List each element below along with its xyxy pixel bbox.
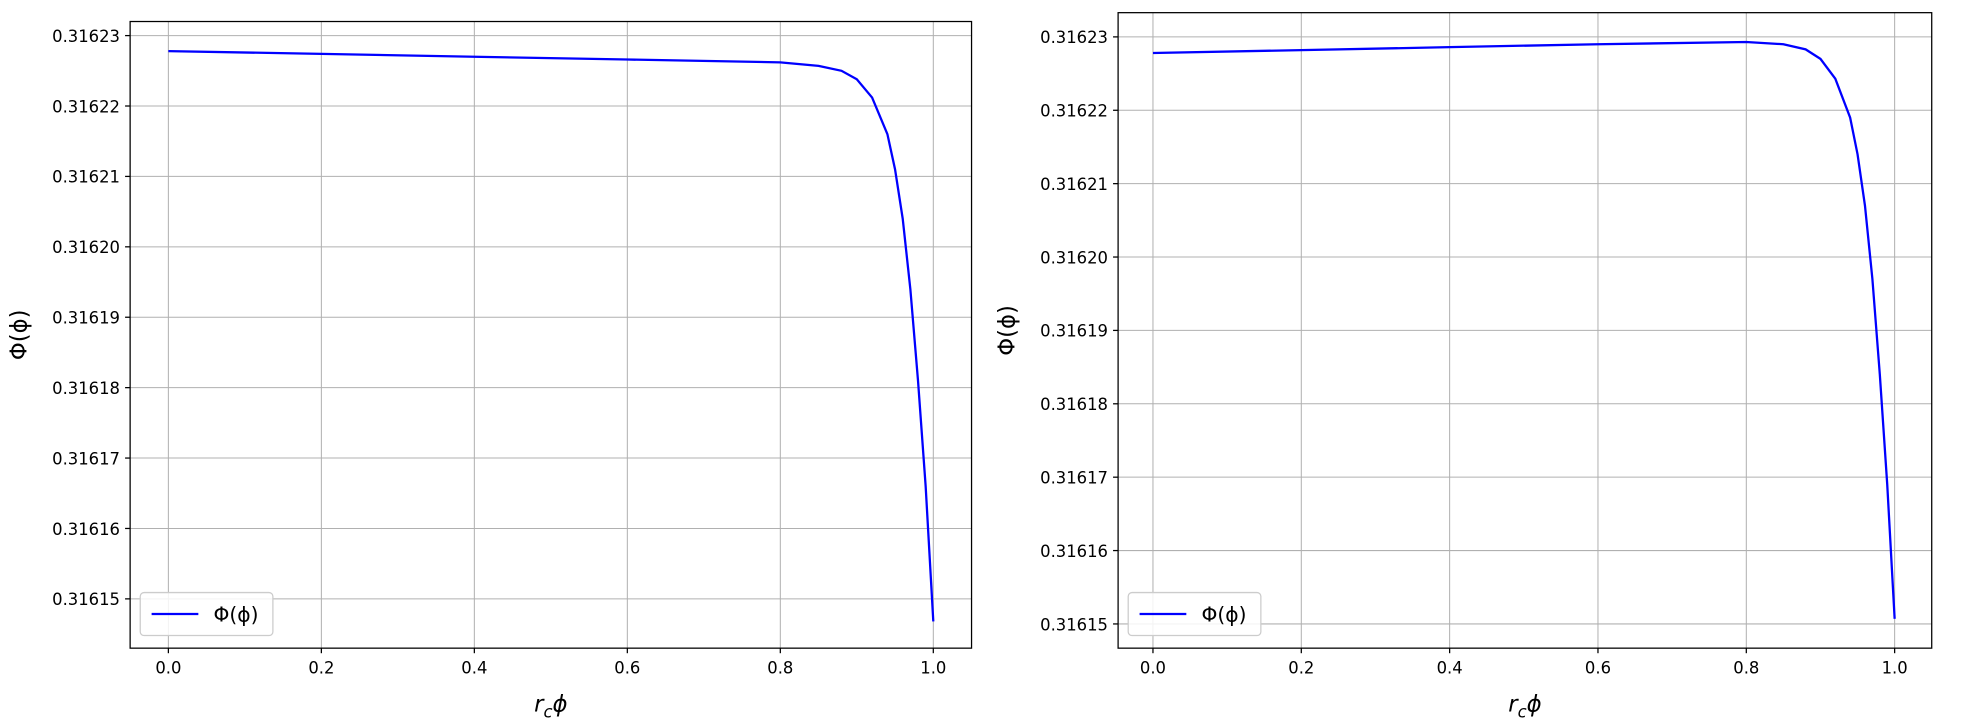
legend-box xyxy=(139,591,274,637)
legend-box xyxy=(1127,591,1262,637)
plot-frame xyxy=(1117,12,1933,649)
x-tick-label: 0.2 xyxy=(1288,658,1314,677)
y-tick-label: 0.31623 xyxy=(52,27,120,46)
legend-label: Φ(ϕ) xyxy=(214,603,259,627)
y-tick-label: 0.31617 xyxy=(1040,468,1108,487)
x-tick-label: 0.6 xyxy=(614,658,640,677)
plot-frame xyxy=(129,20,973,649)
x-axis-label: rcϕ xyxy=(1508,691,1541,721)
legend-label: Φ(ϕ) xyxy=(1201,603,1246,627)
x-tick-label: 0.2 xyxy=(308,658,334,677)
y-tick-label: 0.31619 xyxy=(1040,322,1108,341)
y-tick-label: 0.31615 xyxy=(52,590,120,609)
x-tick-label: 0.4 xyxy=(1437,658,1463,677)
x-tick-label: 1.0 xyxy=(920,658,946,677)
x-tick-label: 0.4 xyxy=(461,658,487,677)
y-tick-label: 0.31615 xyxy=(1040,615,1108,634)
y-tick-label: 0.31616 xyxy=(1040,542,1108,561)
y-axis-label: Φ(ϕ) xyxy=(995,305,1021,356)
data-line xyxy=(1152,40,1896,619)
x-tick-label: 0.8 xyxy=(1733,658,1759,677)
y-tick-label: 0.31622 xyxy=(52,97,120,116)
y-tick-label: 0.31621 xyxy=(1040,175,1108,194)
y-tick-label: 0.31620 xyxy=(1040,248,1108,267)
x-tick-label: 0.8 xyxy=(767,658,793,677)
y-tick-label: 0.31616 xyxy=(52,520,120,539)
y-tick-label: 0.31618 xyxy=(1040,395,1108,414)
x-tick-label: 0.6 xyxy=(1585,658,1611,677)
data-line xyxy=(168,49,935,622)
y-tick-label: 0.31622 xyxy=(1040,102,1108,121)
x-axis-label: rcϕ xyxy=(534,691,567,721)
x-tick-label: 0.0 xyxy=(155,658,181,677)
x-tick-label: 1.0 xyxy=(1882,658,1908,677)
y-tick-label: 0.31619 xyxy=(52,309,120,328)
y-tick-label: 0.31623 xyxy=(1040,28,1108,47)
y-tick-label: 0.31621 xyxy=(52,168,120,187)
y-axis-label: Φ(ϕ) xyxy=(7,310,33,361)
x-tick-label: 0.0 xyxy=(1140,658,1166,677)
y-tick-label: 0.31620 xyxy=(52,238,120,257)
y-tick-label: 0.31618 xyxy=(52,379,120,398)
y-tick-label: 0.31617 xyxy=(52,449,120,468)
